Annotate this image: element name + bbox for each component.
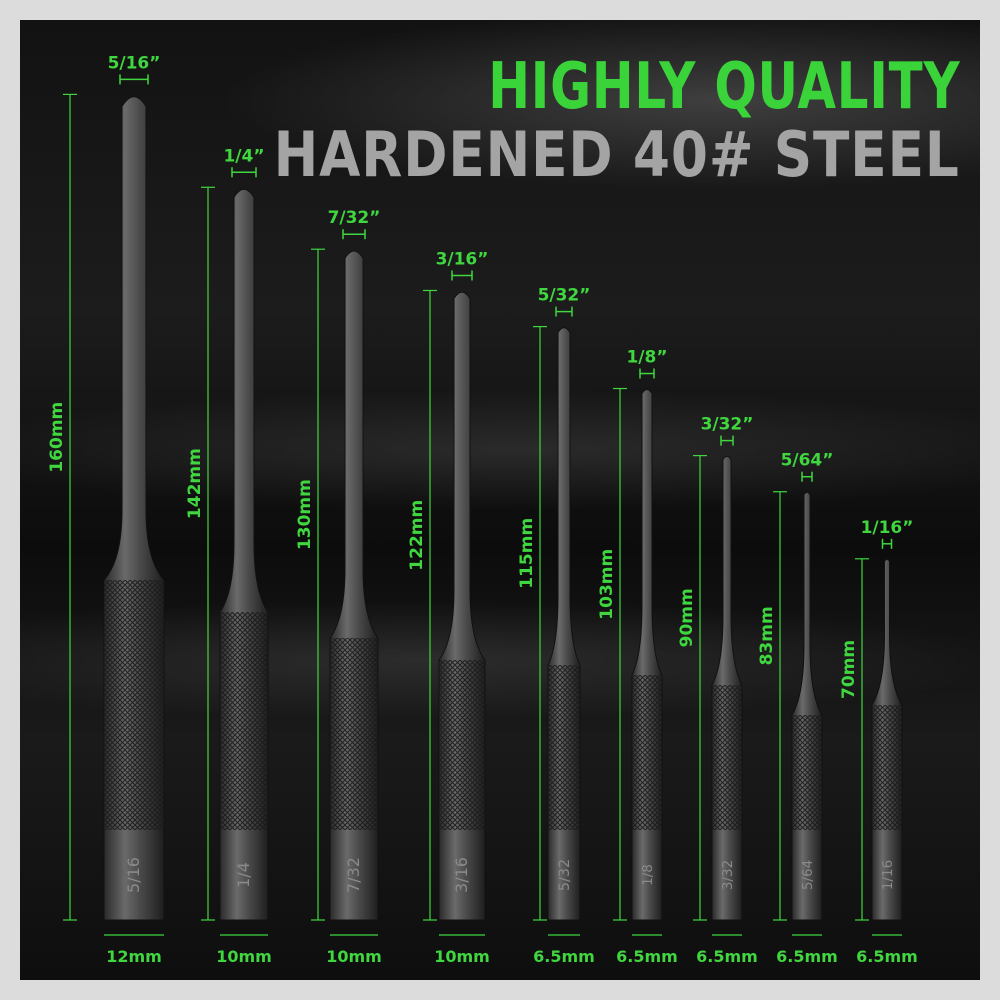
punch-6-stamp: 1/8: [640, 864, 656, 886]
punch-8-knurl: [792, 715, 822, 830]
punch-1-stamp: 5/16: [124, 857, 143, 893]
punch-7-knurl: [712, 685, 742, 830]
punch-4-handle-label: 10mm: [434, 947, 490, 966]
punch-8-length-label: 83mm: [757, 606, 777, 665]
punch-4-knurl: [439, 660, 485, 830]
headline-quality: HIGHLY QUALITY: [487, 50, 960, 124]
punch-6-tip-label: 1/8”: [626, 348, 667, 368]
punch-1-knurl: [104, 580, 164, 830]
punch-7-tip-label: 3/32”: [701, 415, 754, 435]
punch-8-tip-label: 5/64”: [781, 451, 834, 471]
punch-9-length-label: 70mm: [839, 640, 859, 699]
punch-5-tip-label: 5/32”: [538, 286, 591, 306]
punch-1-handle-label: 12mm: [106, 947, 162, 966]
punch-2-tip-label: 1/4”: [223, 146, 264, 166]
punch-9-stamp: 1/16: [880, 860, 896, 890]
punch-4-length-label: 122mm: [407, 500, 427, 571]
punch-1-length-label: 160mm: [47, 402, 67, 473]
punch-8-body: [791, 491, 823, 921]
punch-4-tip-label: 3/16”: [436, 249, 489, 269]
punch-3-knurl: [330, 638, 378, 830]
punch-6-length-label: 103mm: [597, 549, 617, 620]
punch-2-length-label: 142mm: [185, 448, 205, 519]
punch-9-tip-label: 1/16”: [861, 518, 914, 538]
punch-3-handle-label: 10mm: [326, 947, 382, 966]
punch-4-stamp: 3/16: [452, 857, 471, 893]
punch-3-length-label: 130mm: [295, 479, 315, 550]
punch-7-handle-label: 6.5mm: [696, 947, 758, 966]
punch-7-stamp: 3/32: [720, 860, 736, 890]
punch-5-handle-label: 6.5mm: [533, 947, 595, 966]
punch-8-handle-label: 6.5mm: [776, 947, 838, 966]
punch-7-length-label: 90mm: [677, 588, 697, 647]
punch-9-knurl: [872, 705, 902, 830]
punch-6-body: [631, 389, 663, 921]
headline-steel: HARDENED 40# STEEL: [273, 118, 960, 191]
punch-5-stamp: 5/32: [557, 859, 573, 891]
punch-2-stamp: 1/4: [234, 862, 253, 888]
punch-3-tip-label: 7/32”: [328, 208, 381, 228]
punch-5-length-label: 115mm: [517, 518, 537, 589]
punch-6-handle-label: 6.5mm: [616, 947, 678, 966]
punch-1-tip-label: 5/16”: [108, 53, 161, 73]
punch-8-stamp: 5/64: [800, 860, 816, 890]
punch-2-knurl: [220, 612, 268, 830]
punch-2-handle-label: 10mm: [216, 947, 272, 966]
punch-5-body: [547, 327, 581, 921]
punch-3-stamp: 7/32: [344, 857, 363, 893]
punch-5-knurl: [548, 665, 580, 830]
punch-6-knurl: [632, 675, 662, 830]
punch-9-handle-label: 6.5mm: [856, 947, 918, 966]
